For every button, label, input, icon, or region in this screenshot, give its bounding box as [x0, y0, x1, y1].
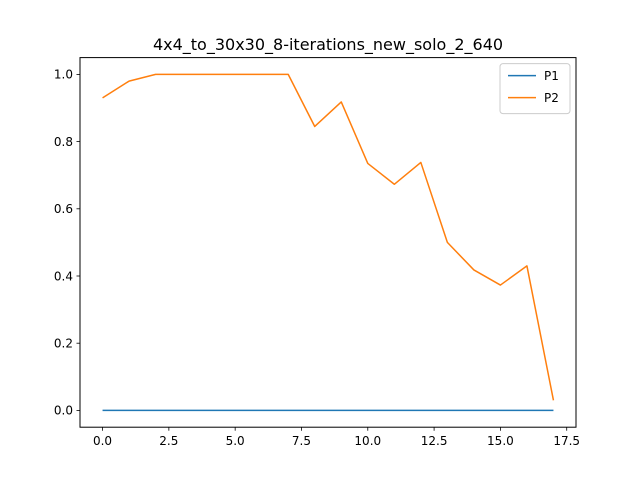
legend: P1 P2 — [499, 63, 571, 115]
y-tick-label: 1.0 — [54, 68, 73, 82]
series-line-p2 — [102, 73, 555, 401]
y-axis: 0.0 0.2 0.4 0.6 0.8 1.0 — [54, 68, 80, 418]
legend-box — [499, 63, 571, 115]
plot-lines — [102, 73, 555, 412]
x-tick-label: 7.5 — [292, 434, 311, 448]
x-tick-label: 12.5 — [421, 434, 448, 448]
x-tick-label: 10.0 — [354, 434, 381, 448]
y-tick-label: 0.2 — [54, 337, 73, 351]
x-axis: 0.0 2.5 5.0 7.5 10.0 12.5 15.0 17.5 — [93, 427, 580, 448]
y-tick-label: 0.4 — [54, 269, 73, 283]
x-tick-label: 2.5 — [159, 434, 178, 448]
y-tick-label: 0.8 — [54, 135, 73, 149]
legend-label-p2: P2 — [544, 91, 559, 105]
legend-label-p1: P1 — [544, 69, 559, 83]
x-tick-label: 0.0 — [93, 434, 112, 448]
x-tick-label: 17.5 — [553, 434, 580, 448]
plot-frame — [79, 57, 577, 428]
x-tick-label: 5.0 — [226, 434, 245, 448]
x-tick-label: 15.0 — [487, 434, 514, 448]
y-tick-label: 0.0 — [54, 404, 73, 418]
chart-title: 4x4_to_30x30_8-iterations_new_solo_2_640 — [153, 35, 503, 55]
y-tick-label: 0.6 — [54, 202, 73, 216]
